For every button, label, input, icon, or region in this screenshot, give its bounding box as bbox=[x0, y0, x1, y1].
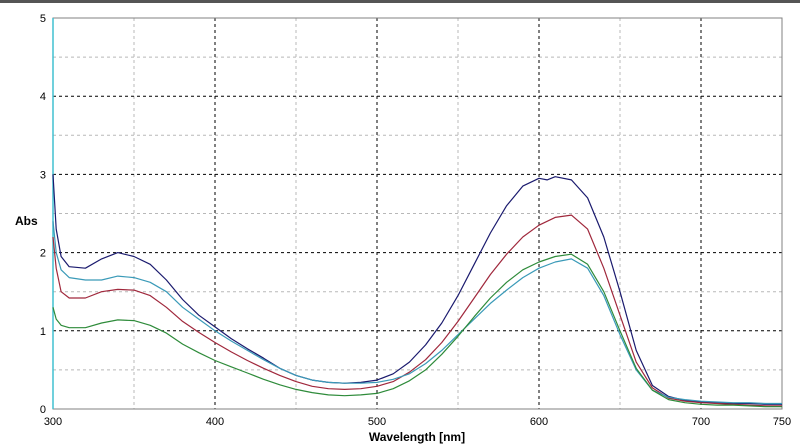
x-tick-label: 500 bbox=[368, 416, 386, 428]
series-line-1 bbox=[52, 174, 782, 405]
x-tick-label: 750 bbox=[773, 416, 791, 428]
top-border-bar bbox=[0, 0, 800, 3]
series-layer bbox=[52, 174, 782, 408]
y-axis-title: Abs bbox=[15, 214, 38, 228]
y-tick-labels: 0 1 2 3 4 5 bbox=[40, 13, 46, 416]
x-tick-label: 700 bbox=[692, 416, 710, 428]
y-tick-label: 3 bbox=[40, 169, 46, 181]
y-tick-label: 2 bbox=[40, 248, 46, 260]
x-axis-title: Wavelength [nm] bbox=[369, 430, 465, 444]
x-tick-labels: 300 400 500 600 700 750 bbox=[44, 416, 791, 428]
y-tick-label: 4 bbox=[40, 91, 46, 103]
minor-gridlines bbox=[53, 18, 782, 409]
y-tick-label: 0 bbox=[40, 404, 46, 416]
x-tick-label: 600 bbox=[530, 416, 548, 428]
y-tick-label: 5 bbox=[40, 13, 46, 25]
major-gridlines bbox=[53, 18, 782, 409]
x-tick-label: 300 bbox=[44, 416, 62, 428]
y-tick-label: 1 bbox=[40, 326, 46, 338]
series-line-4 bbox=[52, 253, 782, 408]
x-tick-label: 400 bbox=[206, 416, 224, 428]
